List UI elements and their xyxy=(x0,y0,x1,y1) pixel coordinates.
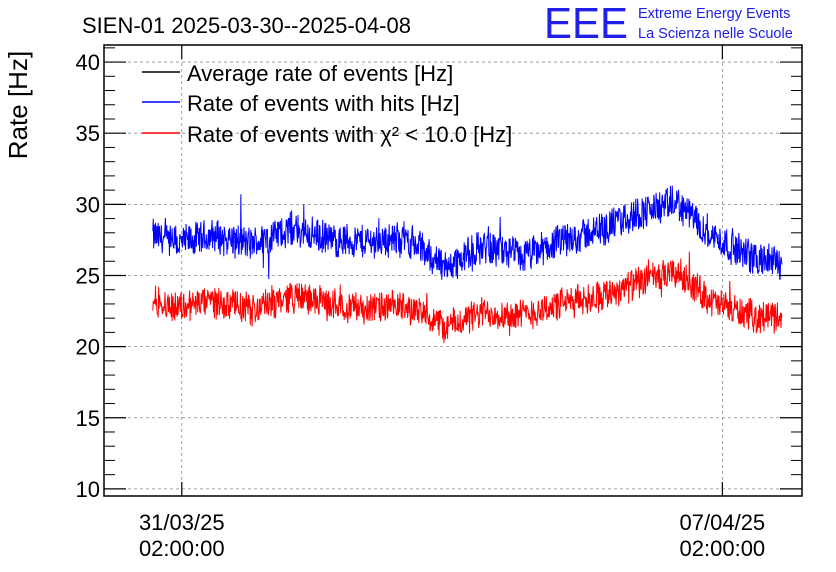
y-tick-label: 35 xyxy=(76,121,100,146)
x-tick-label-date: 07/04/25 xyxy=(680,510,766,535)
legend-item-average: Average rate of events [Hz] xyxy=(142,61,453,86)
logo-line-2: La Scienza nelle Scuole xyxy=(638,26,793,42)
legend-label-hits: Rate of events with hits [Hz] xyxy=(187,91,460,116)
legend-label-chi2: Rate of events with χ² < 10.0 [Hz] xyxy=(187,122,512,147)
series-lines xyxy=(152,185,783,344)
legend: Average rate of events [Hz] Rate of even… xyxy=(142,61,512,147)
y-tick-label: 20 xyxy=(76,335,100,360)
series-line-1 xyxy=(152,185,783,280)
logo-line-1: Extreme Energy Events xyxy=(638,6,790,22)
x-tick-label-date: 31/03/25 xyxy=(139,510,225,535)
logo-mark: EEE xyxy=(544,0,628,48)
eee-logo: EEE Extreme Energy Events La Scienza nel… xyxy=(544,0,793,48)
y-tick-label: 15 xyxy=(76,406,100,431)
legend-label-average: Average rate of events [Hz] xyxy=(187,61,453,86)
axes xyxy=(104,45,802,496)
y-tick-label: 30 xyxy=(76,192,100,217)
series-line-2 xyxy=(152,251,783,344)
plot-frame xyxy=(103,44,803,497)
y-tick-label: 40 xyxy=(76,50,100,75)
y-tick-label: 10 xyxy=(76,477,100,502)
chart-title: SIEN-01 2025-03-30--2025-04-08 xyxy=(82,13,411,38)
y-tick-labels: 10 15 20 25 30 35 40 xyxy=(76,50,100,502)
y-tick-label: 25 xyxy=(76,263,100,288)
legend-item-chi2: Rate of events with χ² < 10.0 [Hz] xyxy=(142,122,512,147)
y-axis-label: Rate [Hz] xyxy=(3,51,33,159)
legend-item-hits: Rate of events with hits [Hz] xyxy=(142,91,460,116)
x-tick-label-time: 02:00:00 xyxy=(680,536,766,561)
x-tick-label-time: 02:00:00 xyxy=(139,536,225,561)
